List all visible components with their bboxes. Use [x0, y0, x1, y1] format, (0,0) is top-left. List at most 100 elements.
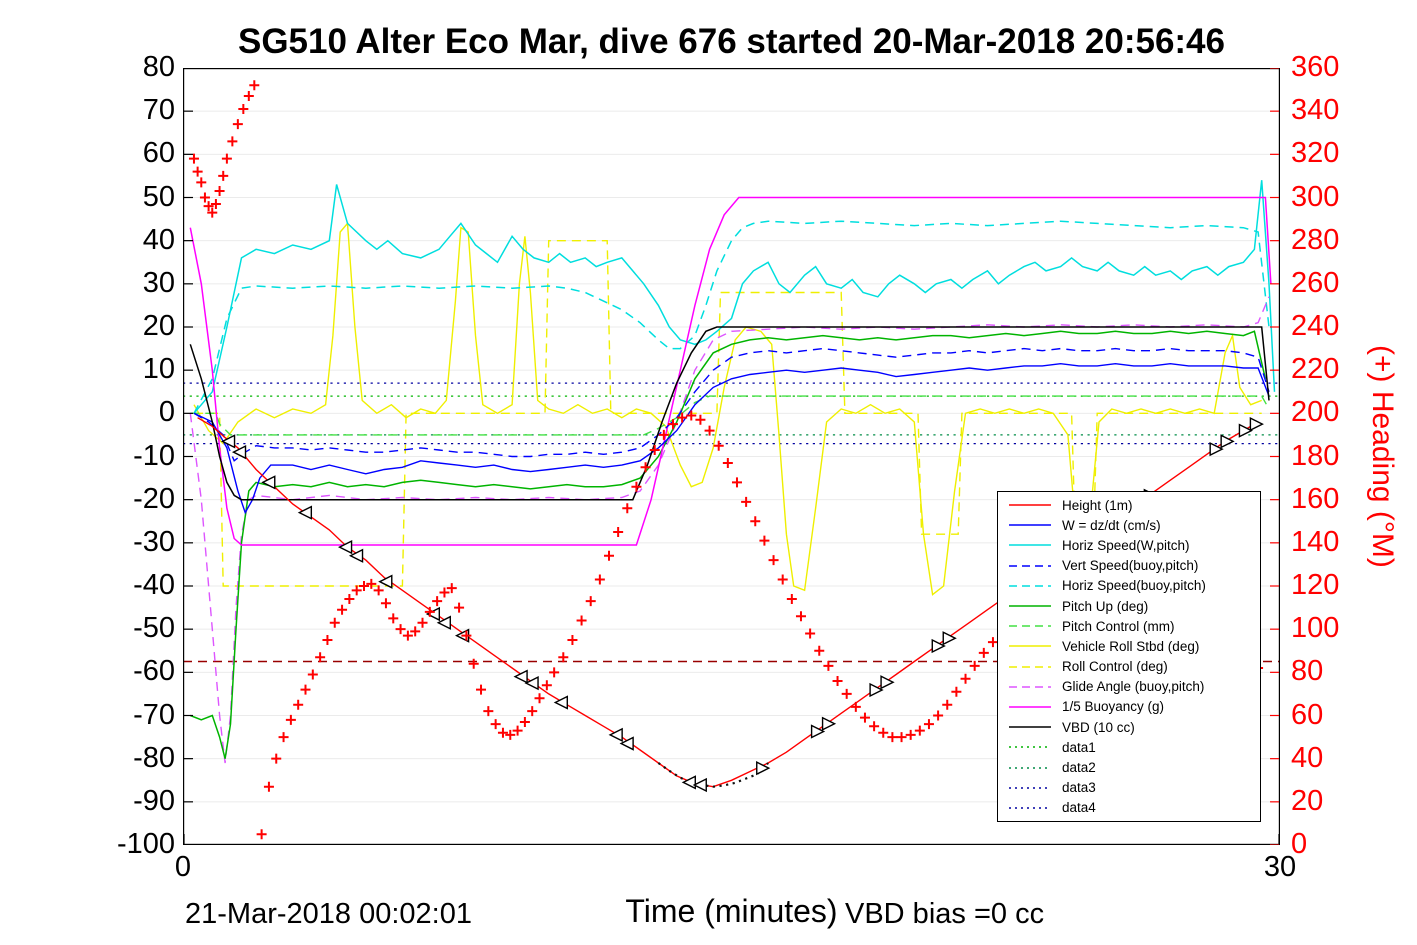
legend-line-sample [1009, 564, 1051, 567]
left-y-tick-label: 60 [142, 137, 175, 170]
legend-line-sample [1009, 544, 1051, 547]
buoyancy [189, 196, 1272, 546]
legend-line-sample [1009, 685, 1051, 688]
horiz-speed-w [193, 180, 1276, 414]
pitch-up [190, 330, 1267, 759]
left-y-tick-label: -40 [133, 569, 175, 601]
x-axis-label: Time (minutes) [625, 893, 838, 929]
legend-line-sample [1009, 524, 1051, 527]
x-tick-label: 30 [1263, 851, 1297, 883]
right-y-axis-label: (+) Heading (°M) [1366, 345, 1399, 568]
right-y-tick-label: 140 [1291, 525, 1340, 558]
right-y-tick-label: 340 [1291, 94, 1340, 127]
right-y-tick-label: 60 [1291, 698, 1324, 731]
left-y-tick-label: 20 [142, 310, 175, 342]
legend-item: Horiz Speed(W,pitch) [998, 536, 1260, 554]
left-y-tick-label: -80 [133, 741, 175, 774]
right-y-tick-label: 20 [1291, 784, 1324, 817]
left-y-tick-label: -90 [133, 784, 175, 817]
right-y-tick-label: 40 [1291, 741, 1324, 774]
legend-item: Horiz Speed(buoy,pitch) [998, 577, 1260, 595]
w-dzdt [193, 362, 1270, 515]
left-y-tick-label: -100 [116, 828, 175, 860]
left-y-tick-label: 50 [142, 180, 175, 213]
legend-item: data1 [998, 738, 1260, 756]
right-y-tick-label: 260 [1291, 266, 1340, 299]
legend-item-label: 1/5 Buoyancy (g) [1062, 699, 1165, 715]
legend-item: data4 [998, 799, 1260, 817]
height-bottom-dots [657, 762, 769, 788]
left-y-tick-label: 10 [142, 353, 175, 386]
legend-item-label: Vert Speed(buoy,pitch) [1062, 558, 1199, 574]
legend-item: Height (1m) [998, 496, 1260, 514]
legend-line-sample [1009, 807, 1051, 809]
legend-line-sample [1009, 665, 1051, 668]
right-y-tick-label: 220 [1291, 353, 1340, 386]
legend-item: Pitch Up (deg) [998, 597, 1260, 615]
legend-item: Vert Speed(buoy,pitch) [998, 557, 1260, 575]
right-y-tick-label: 200 [1291, 396, 1340, 429]
left-y-tick-label: -70 [133, 698, 175, 731]
right-y-tick-label: 180 [1291, 439, 1340, 472]
legend-item: VBD (10 cc) [998, 718, 1260, 736]
chart-title: SG510 Alter Eco Mar, dive 676 started 20… [237, 22, 1225, 61]
axis-box [183, 68, 1280, 845]
left-y-tick-label: 70 [142, 94, 175, 127]
legend-item-label: Vehicle Roll Stbd (deg) [1062, 638, 1200, 654]
legend-item: W = dz/dt (cm/s) [998, 516, 1260, 534]
legend-line-sample [1009, 585, 1051, 587]
right-y-tick-label: 80 [1291, 655, 1324, 688]
legend-item: Roll Control (deg) [998, 658, 1260, 676]
right-y-tick-label: 160 [1291, 482, 1340, 515]
right-y-tick-label: 120 [1291, 569, 1340, 601]
legend-item-label: Horiz Speed(buoy,pitch) [1062, 578, 1206, 594]
legend-item-label: W = dz/dt (cm/s) [1062, 517, 1161, 533]
right-y-tick-label: 320 [1291, 137, 1340, 170]
legend-line-sample [1009, 605, 1051, 607]
start-timestamp-label: 21-Mar-2018 00:02:01 [185, 898, 472, 930]
legend-item-label: VBD (10 cc) [1062, 719, 1135, 735]
vbd-bias-label: VBD bias =0 cc [845, 898, 1045, 930]
legend-line-sample [1009, 645, 1051, 648]
vbd [189, 326, 1270, 501]
legend-line-sample [1009, 746, 1051, 749]
left-y-tick-label: -50 [133, 612, 175, 645]
legend-item-label: Pitch Up (deg) [1062, 598, 1149, 614]
legend-item-label: data3 [1062, 780, 1096, 796]
legend-item-label: data2 [1062, 760, 1096, 776]
legend-item-label: Glide Angle (buoy,pitch) [1062, 679, 1205, 695]
legend-line-sample [1009, 726, 1051, 728]
right-y-tick-label: 300 [1291, 180, 1340, 213]
right-y-tick-label: 360 [1291, 51, 1340, 83]
glide-angle [189, 296, 1270, 764]
legend-item-label: Horiz Speed(W,pitch) [1062, 537, 1190, 553]
left-y-tick-label: -60 [133, 655, 175, 688]
left-y-tick-label: -20 [133, 482, 175, 515]
right-y-tick-label: 280 [1291, 223, 1340, 256]
legend-item: data3 [998, 779, 1260, 797]
legend-item: Glide Angle (buoy,pitch) [998, 678, 1260, 696]
pitch-control [190, 395, 1270, 436]
legend-line-sample [1009, 625, 1051, 628]
legend-item: data2 [998, 759, 1260, 777]
legend-item-label: Pitch Control (mm) [1062, 618, 1175, 634]
left-y-tick-label: 80 [142, 51, 175, 83]
legend-item-label: Height (1m) [1062, 497, 1133, 513]
left-y-tick-label: -30 [133, 525, 175, 558]
left-y-tick-label: 40 [142, 223, 175, 256]
left-y-tick-label: -10 [133, 439, 175, 472]
right-y-tick-label: 240 [1291, 310, 1340, 342]
legend-line-sample [1009, 786, 1051, 789]
legend-item: 1/5 Buoyancy (g) [998, 698, 1260, 716]
horiz-speed-buoy [193, 220, 1270, 414]
right-y-tick-label: 0 [1291, 828, 1308, 860]
legend-item: Vehicle Roll Stbd (deg) [998, 637, 1260, 655]
right-y-tick-label: 100 [1291, 612, 1340, 645]
legend-item: Pitch Control (mm) [998, 617, 1260, 635]
legend-item-label: data4 [1062, 800, 1096, 816]
legend: Height (1m) W = dz/dt (cm/s) Horiz Speed(W… [997, 491, 1261, 822]
roll-control [194, 239, 1262, 587]
vert-speed-buoy [193, 347, 1270, 462]
x-tick-label: 0 [174, 851, 192, 883]
